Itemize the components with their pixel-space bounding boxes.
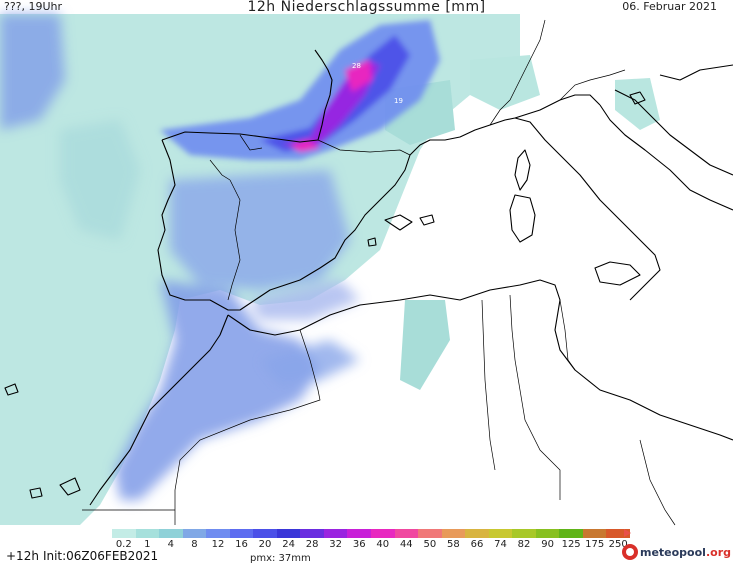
legend-swatch <box>229 529 254 538</box>
forecast-info: +12h Init:06Z06FEB2021 <box>6 549 158 563</box>
legend-tick-label: 0.2 <box>115 539 132 550</box>
legend-swatch <box>135 529 160 538</box>
forecast-hour: +12h <box>6 549 39 563</box>
country-borders <box>82 19 676 526</box>
logo-text: meteopool.org <box>640 546 731 559</box>
legend-swatch <box>371 529 395 538</box>
legend-swatch <box>606 529 631 538</box>
legend-swatch <box>582 529 607 538</box>
legend-overflow-arrow <box>624 529 631 537</box>
logo-icon <box>621 544 638 560</box>
legend-tick-label: 8 <box>191 539 198 550</box>
legend-swatch <box>206 529 230 538</box>
legend-tick-label: 36 <box>352 539 366 550</box>
legend-tick-label: 4 <box>167 539 175 550</box>
legend-tick-label: 32 <box>329 539 343 550</box>
logo-name: meteopool <box>639 545 706 559</box>
legend-tick-label: 12 <box>211 539 225 550</box>
legend-swatch <box>394 529 419 538</box>
map-title: 12h Niederschlagssumme [mm] <box>247 0 486 15</box>
color-legend-bar <box>112 529 631 538</box>
legend-tick-label: 1 <box>144 539 151 550</box>
meteopool-logo[interactable]: meteopool.org <box>621 544 731 560</box>
legend-swatch <box>347 529 372 538</box>
legend-tick-label: 44 <box>399 539 413 550</box>
map-date: 06. Februar 2021 <box>622 0 717 13</box>
legend-tick-label: 125 <box>561 539 581 550</box>
legend-swatch <box>182 529 207 538</box>
logo-tld: .org <box>705 545 731 559</box>
coastlines <box>4 49 733 506</box>
legend-swatch <box>300 529 324 538</box>
legend-swatch <box>535 529 560 538</box>
legend-tick-label: 50 <box>423 539 437 550</box>
legend-tick-label: 90 <box>541 539 554 550</box>
valid-time-label: ???, 19Uhr <box>4 0 63 13</box>
legend-swatch <box>418 529 442 538</box>
legend-tick-label: 20 <box>258 539 272 550</box>
precip-max-label: pmx: 37mm <box>250 553 311 564</box>
legend-swatch <box>512 529 536 538</box>
legend-tick-label: 250 <box>608 539 628 550</box>
legend-swatch <box>465 529 489 538</box>
legend-tick-label: 40 <box>376 539 390 550</box>
color-legend-ticks: 0.2 1 4 8 12 16 20 24 28 32 36 40 44 50 58 66 74 82 90 125 1… <box>112 539 630 551</box>
legend-swatch <box>441 529 466 538</box>
value-label: 19 <box>394 97 403 105</box>
legend-swatch <box>276 529 301 538</box>
legend-swatch <box>112 529 136 538</box>
legend-swatch <box>253 529 277 538</box>
legend-swatch <box>488 529 513 538</box>
legend-tick-label: 82 <box>517 539 531 550</box>
legend-tick-label: 28 <box>305 539 319 550</box>
init-time: Init:06Z06FEB2021 <box>42 549 159 563</box>
legend-tick-label: 24 <box>282 539 295 550</box>
precipitation-shading <box>0 14 660 525</box>
legend-tick-label: 58 <box>447 539 460 550</box>
legend-swatch <box>559 529 583 538</box>
legend-tick-label: 16 <box>235 539 248 550</box>
map-labels: 28 19 <box>352 62 403 105</box>
legend-tick-label: 74 <box>494 539 507 550</box>
legend-swatch <box>323 529 348 538</box>
legend-tick-label: 66 <box>470 539 484 550</box>
max-value-label: 28 <box>352 62 361 70</box>
legend-tick-label: 175 <box>585 539 605 550</box>
legend-swatch <box>159 529 183 538</box>
